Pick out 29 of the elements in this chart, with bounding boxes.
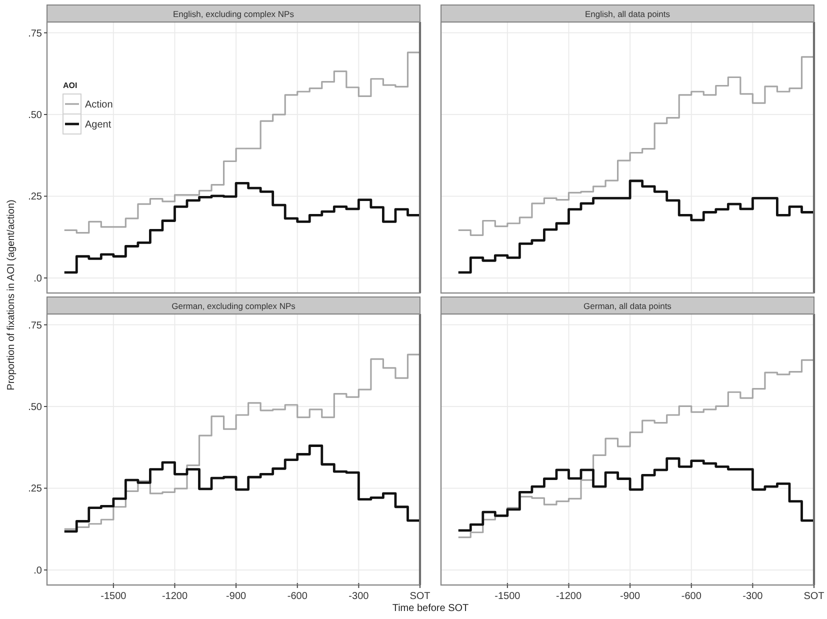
y-tick-label: .75 — [28, 28, 42, 40]
x-tick-label: -1500 — [100, 591, 127, 602]
y-tick-label: .0 — [34, 273, 42, 284]
x-tick-label: SOT — [410, 591, 430, 602]
x-tick-label: -300 — [348, 591, 370, 602]
chart-title: English, excluding complex NPs — [173, 9, 294, 19]
chart-title: German, excluding complex NPs — [172, 301, 296, 311]
x-tick-label: -900 — [226, 591, 246, 602]
y-tick-label: .50 — [28, 110, 42, 122]
y-tick-label: .25 — [28, 192, 42, 203]
y-tick-label: .50 — [28, 402, 42, 414]
x-axis-title: Time before SOT — [392, 603, 469, 614]
legend-label: Action — [85, 100, 113, 110]
x-tick-label: -1200 — [556, 591, 582, 602]
y-tick-label: .0 — [34, 565, 42, 576]
y-tick-label: .25 — [28, 484, 42, 495]
y-axis-title: Proportion of fixations in AOI (agent/action) — [6, 200, 17, 390]
x-tick-label: -300 — [742, 591, 764, 602]
x-tick-label: -1200 — [162, 591, 188, 602]
legend-title: AOI — [63, 81, 78, 90]
y-tick-label: .75 — [28, 320, 42, 332]
chart-title: English, all data points — [584, 9, 670, 19]
x-tick-label: -900 — [620, 591, 640, 602]
chart-title: German, all data points — [584, 301, 672, 311]
x-tick-label: -600 — [681, 591, 702, 602]
x-tick-label: -1500 — [494, 591, 521, 602]
x-tick-label: SOT — [804, 591, 824, 602]
x-tick-label: -600 — [287, 591, 308, 602]
legend-label: Agent — [85, 120, 112, 130]
